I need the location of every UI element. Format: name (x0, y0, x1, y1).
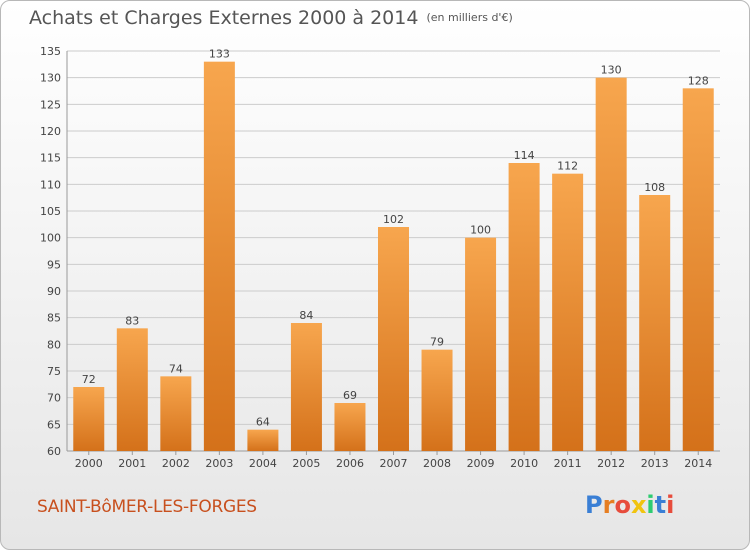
y-tick-label: 75 (47, 365, 61, 378)
x-tick-label: 2000 (75, 457, 103, 470)
y-tick-label: 70 (47, 392, 61, 405)
x-tick-label: 2012 (597, 457, 625, 470)
x-tick-label: 2001 (118, 457, 146, 470)
logo-letter: x (630, 491, 647, 519)
bar (639, 195, 671, 451)
bar (160, 376, 192, 451)
bar (465, 237, 497, 451)
x-tick-label: 2002 (162, 457, 190, 470)
logo-letter: P (585, 491, 603, 519)
x-tick-label: 2006 (336, 457, 364, 470)
data-label: 128 (688, 74, 709, 87)
x-tick-label: 2009 (467, 457, 495, 470)
bar (73, 387, 105, 451)
data-label: 69 (343, 389, 357, 402)
y-tick-label: 90 (47, 285, 61, 298)
data-label: 100 (470, 224, 491, 237)
data-label: 108 (644, 181, 665, 194)
bar (595, 77, 627, 452)
x-tick-label: 2008 (423, 457, 451, 470)
logo-letter: r (602, 491, 615, 519)
x-tick-label: 2010 (510, 457, 538, 470)
logo-letter: i (646, 491, 655, 519)
y-tick-label: 105 (40, 205, 61, 218)
bar (421, 349, 453, 451)
y-tick-label: 135 (40, 45, 61, 58)
data-label: 130 (601, 64, 622, 77)
y-tick-label: 65 (47, 418, 61, 431)
data-label: 83 (125, 314, 139, 327)
data-label: 72 (82, 373, 96, 386)
data-label: 133 (209, 48, 230, 61)
x-tick-label: 2004 (249, 457, 277, 470)
data-label: 79 (430, 336, 444, 349)
y-tick-label: 80 (47, 338, 61, 351)
data-label: 74 (169, 362, 183, 375)
data-label: 84 (299, 309, 313, 322)
y-tick-label: 115 (40, 152, 61, 165)
bar (552, 173, 584, 451)
x-tick-label: 2011 (554, 457, 582, 470)
y-tick-label: 125 (40, 98, 61, 111)
x-tick-label: 2005 (292, 457, 320, 470)
bar (247, 429, 279, 451)
data-label: 112 (557, 160, 578, 173)
bar (203, 61, 235, 452)
bar (682, 88, 714, 451)
logo-letter: t (654, 491, 667, 519)
bar (378, 227, 409, 451)
bar (290, 323, 322, 451)
bar (508, 163, 540, 451)
y-tick-label: 120 (40, 125, 61, 138)
y-tick-label: 100 (40, 232, 61, 245)
y-tick-label: 110 (40, 178, 61, 191)
y-tick-label: 60 (47, 445, 61, 458)
logo-letter: o (614, 491, 631, 519)
bar (334, 403, 366, 451)
proxiti-logo: Proxiti (585, 491, 674, 519)
chart-title-text: Achats et Charges Externes 2000 à 2014 (29, 7, 419, 29)
chart-unit: (en milliers d'€) (426, 11, 513, 24)
x-tick-label: 2014 (684, 457, 712, 470)
data-label: 64 (256, 416, 270, 429)
y-tick-label: 130 (40, 72, 61, 85)
commune-name: SAINT-BôMER-LES-FORGES (37, 497, 257, 517)
x-tick-label: 2013 (641, 457, 669, 470)
bar (116, 328, 148, 451)
data-label: 102 (383, 213, 404, 226)
y-tick-label: 95 (47, 258, 61, 271)
chart-title: Achats et Charges Externes 2000 à 2014 (e… (29, 7, 513, 29)
logo-letter: i (666, 491, 675, 519)
x-tick-label: 2007 (380, 457, 408, 470)
y-tick-label: 85 (47, 312, 61, 325)
x-tick-label: 2003 (205, 457, 233, 470)
data-label: 114 (514, 149, 535, 162)
